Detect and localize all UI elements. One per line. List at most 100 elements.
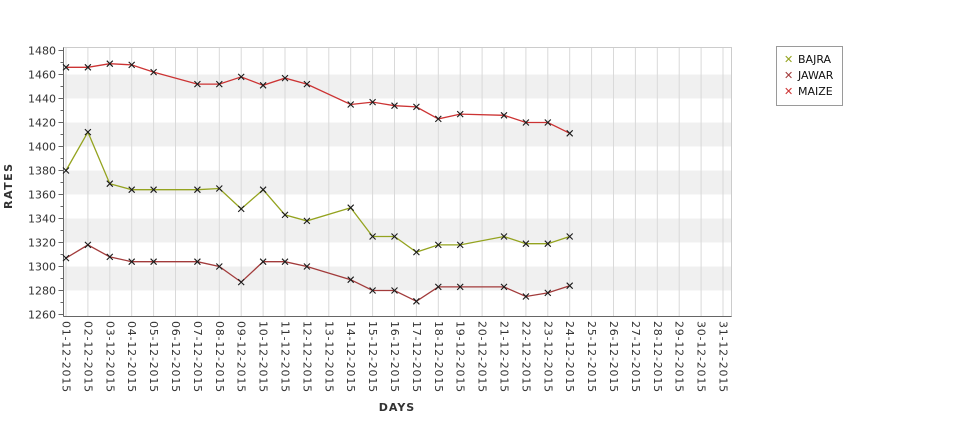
data-point-x-marker bbox=[150, 258, 157, 266]
data-point-x-marker bbox=[259, 81, 267, 89]
data-point-x-marker bbox=[128, 186, 136, 194]
x-tick-label: 27-12-2015 bbox=[629, 321, 642, 393]
legend-item-jawar: ✕ JAWAR bbox=[784, 68, 833, 84]
data-point-x-marker bbox=[303, 263, 311, 270]
y-tick-label: 1360 bbox=[28, 188, 56, 201]
data-point-x-marker bbox=[566, 233, 574, 240]
y-tick-label: 1480 bbox=[28, 44, 56, 57]
x-tick-label: 30-12-2015 bbox=[695, 321, 708, 393]
data-point-x-marker bbox=[150, 68, 157, 76]
x-tick-label: 15-12-2015 bbox=[366, 321, 379, 393]
plot-band bbox=[63, 74, 732, 99]
data-point-x-marker bbox=[434, 115, 442, 123]
data-point-x-marker bbox=[303, 80, 311, 88]
data-point-x-marker bbox=[128, 61, 136, 69]
x-tick-label: 03-12-2015 bbox=[103, 321, 116, 393]
y-tick-label: 1440 bbox=[28, 92, 56, 105]
legend-label: BAJRA bbox=[798, 53, 832, 66]
y-tick-label: 1420 bbox=[28, 116, 56, 129]
data-point-x-marker bbox=[62, 167, 70, 174]
data-point-x-marker bbox=[281, 258, 289, 266]
legend-item-maize: ✕ MAIZE bbox=[784, 84, 833, 100]
x-tick-label: 17-12-2015 bbox=[410, 321, 423, 393]
x-tick-label: 12-12-2015 bbox=[300, 321, 313, 393]
y-tick-label: 1460 bbox=[28, 68, 56, 81]
data-point-x-marker bbox=[434, 283, 442, 291]
data-point-x-marker bbox=[369, 287, 376, 294]
data-point-x-marker bbox=[237, 278, 245, 286]
data-point-x-marker bbox=[215, 185, 223, 192]
data-point-x-marker bbox=[456, 110, 464, 118]
data-point-x-marker bbox=[84, 63, 92, 71]
data-point-x-marker bbox=[237, 205, 245, 213]
x-tick-label: 13-12-2015 bbox=[322, 321, 335, 393]
plot-band bbox=[63, 242, 732, 267]
x-tick-label: 21-12-2015 bbox=[498, 321, 511, 393]
plot-band bbox=[63, 50, 732, 75]
data-point-x-marker bbox=[84, 128, 92, 136]
data-point-x-marker bbox=[347, 204, 355, 212]
data-point-x-marker bbox=[544, 240, 552, 248]
legend-x-marker-icon: ✕ bbox=[784, 53, 794, 66]
x-tick-label: 22-12-2015 bbox=[519, 321, 532, 393]
data-point-x-marker bbox=[303, 217, 311, 225]
data-point-x-marker bbox=[413, 103, 420, 111]
x-tick-label: 07-12-2015 bbox=[191, 321, 204, 393]
data-point-x-marker bbox=[500, 283, 508, 291]
x-tick-label: 29-12-2015 bbox=[673, 321, 686, 393]
data-point-x-marker bbox=[500, 233, 508, 240]
y-tick-label: 1320 bbox=[28, 236, 56, 249]
x-tick-label: 18-12-2015 bbox=[432, 321, 445, 393]
data-point-x-marker bbox=[281, 74, 289, 82]
data-point-x-marker bbox=[106, 180, 114, 188]
data-point-x-marker bbox=[456, 241, 464, 249]
y-tick-label: 1400 bbox=[28, 140, 56, 153]
data-point-x-marker bbox=[434, 241, 442, 249]
data-point-x-marker bbox=[62, 63, 70, 71]
data-point-x-marker bbox=[369, 233, 376, 240]
x-tick-label: 19-12-2015 bbox=[454, 321, 467, 393]
data-point-x-marker bbox=[522, 240, 530, 248]
data-point-x-marker bbox=[369, 98, 376, 106]
y-axis-title: RATES bbox=[2, 162, 15, 210]
y-tick-label: 1340 bbox=[28, 212, 56, 225]
data-point-x-marker bbox=[347, 276, 355, 284]
x-tick-label: 11-12-2015 bbox=[279, 321, 292, 393]
x-tick-label: 23-12-2015 bbox=[541, 321, 554, 393]
y-tick-label: 1300 bbox=[28, 260, 56, 273]
x-tick-label: 14-12-2015 bbox=[344, 321, 357, 393]
data-point-x-marker bbox=[128, 258, 136, 266]
data-point-x-marker bbox=[544, 289, 552, 297]
legend-x-marker-icon: ✕ bbox=[784, 85, 794, 98]
x-tick-label: 09-12-2015 bbox=[235, 321, 248, 393]
x-tick-label: 10-12-2015 bbox=[257, 321, 270, 393]
data-point-x-marker bbox=[259, 258, 267, 266]
legend-label: JAWAR bbox=[798, 69, 834, 82]
y-tick-label: 1380 bbox=[28, 164, 56, 177]
data-point-x-marker bbox=[391, 233, 398, 240]
x-tick-label: 16-12-2015 bbox=[388, 321, 401, 393]
x-tick-label: 28-12-2015 bbox=[651, 321, 664, 393]
plot-band bbox=[63, 98, 732, 123]
data-point-x-marker bbox=[215, 80, 223, 88]
data-point-x-marker bbox=[194, 258, 201, 266]
data-point-x-marker bbox=[456, 283, 464, 291]
x-tick-label: 06-12-2015 bbox=[169, 321, 182, 393]
data-point-x-marker bbox=[391, 287, 398, 294]
data-point-x-marker bbox=[566, 282, 574, 290]
x-tick-label: 05-12-2015 bbox=[147, 321, 160, 393]
legend-label: MAIZE bbox=[798, 85, 833, 98]
data-point-x-marker bbox=[281, 211, 289, 219]
y-tick-label: 1260 bbox=[28, 308, 56, 321]
data-point-x-marker bbox=[194, 186, 201, 194]
data-point-x-marker bbox=[194, 80, 201, 88]
x-tick-label: 04-12-2015 bbox=[125, 321, 138, 393]
x-tick-label: 20-12-2015 bbox=[476, 321, 489, 393]
data-point-x-marker bbox=[347, 101, 355, 108]
plot-band bbox=[63, 290, 732, 315]
legend-x-marker-icon: ✕ bbox=[784, 69, 794, 82]
x-tick-label: 24-12-2015 bbox=[563, 321, 576, 393]
data-point-x-marker bbox=[237, 73, 245, 81]
legend-item-bajra: ✕ BAJRA bbox=[784, 52, 833, 68]
